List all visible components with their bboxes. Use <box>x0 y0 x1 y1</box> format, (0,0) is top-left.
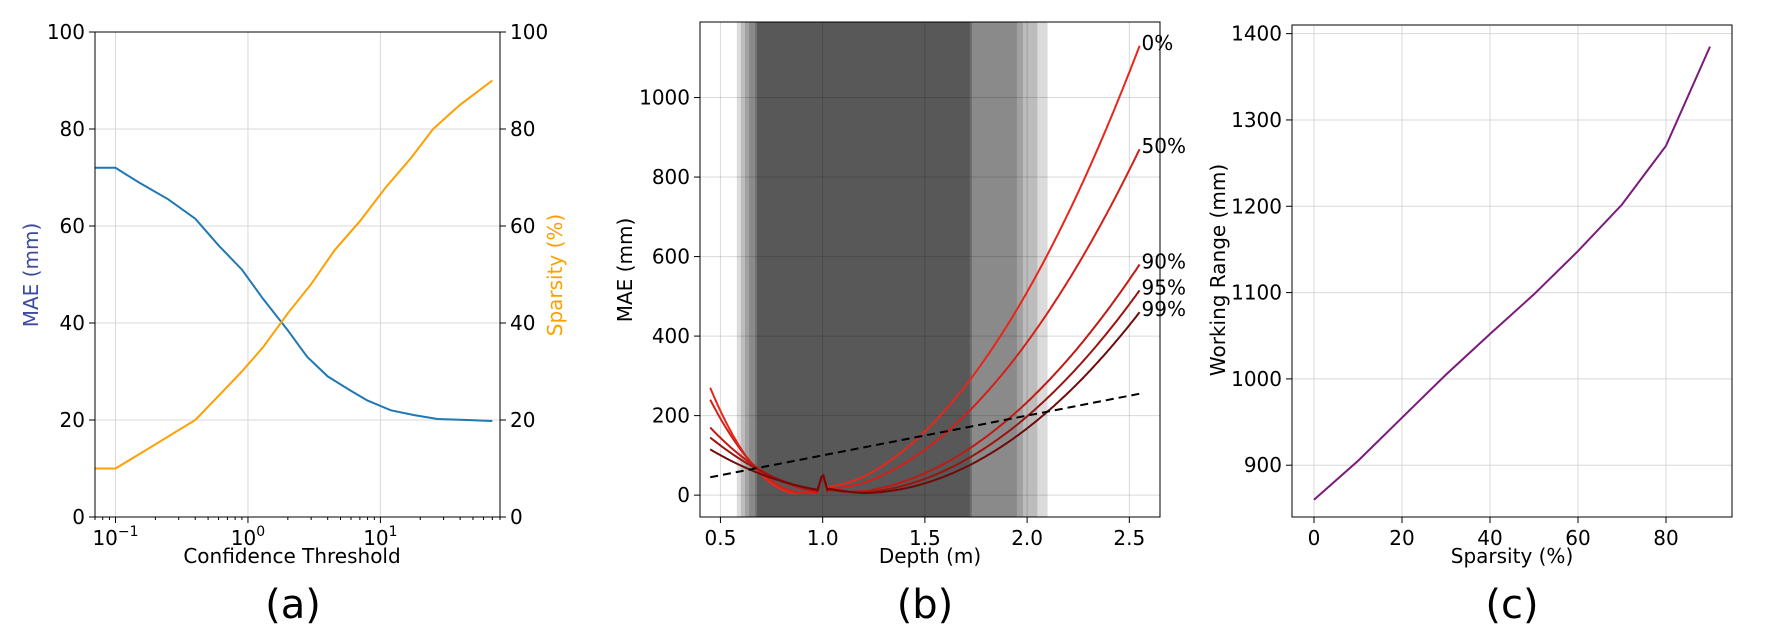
panel-a-x-tick-labels: 10−1 100 101 <box>92 524 397 550</box>
panel-b-curve-label: 50% <box>1142 134 1186 158</box>
panel-a-ytick-label-left: 60 <box>60 214 85 238</box>
panel-b-series-50pct <box>709 148 1141 495</box>
panel-c-ytick-label: 1100 <box>1231 281 1282 305</box>
panel-c-lines <box>1313 46 1711 501</box>
panel-c-ytick-label: 1300 <box>1231 108 1282 132</box>
panel-b-dashed-reference <box>710 392 1140 479</box>
panel-b-series-99pct <box>709 311 1141 495</box>
panel-b-ylabel: MAE (mm) <box>613 218 637 323</box>
panel-c-grid <box>1286 25 1732 523</box>
panel-a-ytick-label-right: 80 <box>510 117 535 141</box>
panel-b-label: (b) <box>897 582 954 628</box>
panel-b-confidence-band <box>749 22 1017 517</box>
panel-b-ytick-label: 1000 <box>639 86 690 110</box>
panel-a-ytick-label-left: 0 <box>72 505 85 529</box>
panel-b-xtick-label: 1.5 <box>909 526 941 550</box>
panel-a-xtick-label: 10−1 <box>92 524 138 550</box>
panel-a-ytick-label-left: 20 <box>60 408 85 432</box>
panel-a-lines <box>95 79 493 470</box>
panel-c-ylabel: Working Range (mm) <box>1206 164 1230 376</box>
panel-a-xtick-base: 10 <box>231 526 256 550</box>
panel-b-xtick-label: 2.0 <box>1011 526 1043 550</box>
panel-a-ytick-label-right: 0 <box>510 505 523 529</box>
panel-a-xtick-label: 100 <box>231 524 265 550</box>
panel-b-grid <box>694 22 1160 523</box>
panel-b-xtick-label: 0.5 <box>705 526 737 550</box>
panel-c-series-working-range <box>1313 46 1711 501</box>
panel-a-label: (a) <box>265 582 321 628</box>
panel-b-ytick-label: 400 <box>652 324 690 348</box>
panel-a-xtick-base: 10 <box>363 526 388 550</box>
panel-a-ytick-label-left: 80 <box>60 117 85 141</box>
panel-a-series-sparsity <box>95 79 493 470</box>
panel-a-series-mae <box>95 166 493 422</box>
panel-a-ytick-label-right: 40 <box>510 311 535 335</box>
panel-b-frame <box>699 21 1161 518</box>
panel-b-curve-label: 99% <box>1142 297 1186 321</box>
panel-b-curve-labels: 0% 50% 90%95%99% <box>1142 31 1186 321</box>
panel-b-confidence-band <box>755 22 972 517</box>
panel-b-shaded-bands <box>736 22 1048 517</box>
panel-b-lines <box>709 45 1141 495</box>
panel-b-ytick-label: 0 <box>677 483 690 507</box>
panel-c-xtick-label: 20 <box>1389 526 1414 550</box>
panel-a-xtick-exponent: 1 <box>389 524 398 540</box>
panel-a-ylabel-right: Sparsity (%) <box>543 214 567 337</box>
panel-b-ytick-label: 600 <box>652 245 690 269</box>
panel-b-ytick-label: 200 <box>652 404 690 428</box>
panel-c-frame <box>1291 24 1733 518</box>
panel-b-confidence-band <box>744 22 1024 517</box>
panel-b-curve-label: 95% <box>1142 275 1186 299</box>
panel-a-xlabel: Confidence Threshold <box>183 544 400 568</box>
panel-c-xtick-label: 0 <box>1308 526 1321 550</box>
panel-b-confidence-band <box>757 22 970 517</box>
panel-b-x-tick-labels: 0.5 1.0 1.5 2.0 2.5 <box>705 526 1146 550</box>
panel-c-xlabel: Sparsity (%) <box>1451 544 1574 568</box>
panel-a-xtick-exponent: −1 <box>118 524 139 540</box>
panel-b: 0 200 400 600 800 1000 0.5 1.0 1.5 2.0 2.5 0% 50% 9… <box>613 21 1186 628</box>
panel-b-y-tick-labels: 0 200 400 600 800 1000 <box>639 86 690 508</box>
panel-c-label: (c) <box>1485 582 1538 628</box>
panel-c-xtick-label: 60 <box>1565 526 1590 550</box>
panel-a-ytick-label-right: 20 <box>510 408 535 432</box>
panel-a-ylabel-left: MAE (mm) <box>19 223 43 328</box>
panel-c-xtick-label: 80 <box>1653 526 1678 550</box>
panel-a-right-tick-labels: 0 20 40 60 80 100 <box>510 20 548 529</box>
panel-a-xtick-label: 101 <box>363 524 397 550</box>
panel-b-curve-label: 90% <box>1142 250 1186 274</box>
panel-c-x-tick-labels: 0 20 40 60 80 <box>1308 526 1679 550</box>
panel-b-curve-label: 0% <box>1142 31 1174 55</box>
panel-c-ytick-label: 900 <box>1244 453 1282 477</box>
panel-b-confidence-band <box>736 22 1048 517</box>
panel-a-ytick-label-left: 40 <box>60 311 85 335</box>
panel-a-frame <box>94 31 501 518</box>
panel-c: 900 1000 1100 1200 1300 1400 0 20 40 60 80 Sparsi… <box>1206 22 1733 628</box>
panel-b-xtick-label: 1.0 <box>807 526 839 550</box>
panel-a-ytick-label-right: 60 <box>510 214 535 238</box>
panel-c-y-tick-labels: 900 1000 1100 1200 1300 1400 <box>1231 22 1282 478</box>
panel-a-grid <box>89 31 506 523</box>
panel-c-ytick-label: 1200 <box>1231 194 1282 218</box>
panel-b-series-0pct <box>709 45 1141 495</box>
panel-a-xtick-exponent: 0 <box>256 524 265 540</box>
panel-b-xlabel: Depth (m) <box>879 544 981 568</box>
panel-c-xtick-label: 40 <box>1477 526 1502 550</box>
panel-c-ytick-label: 1400 <box>1231 22 1282 46</box>
panel-a-left-tick-labels: 0 20 40 60 80 100 <box>47 20 85 529</box>
panel-a-ytick-label-right: 100 <box>510 20 548 44</box>
panel-c-ytick-label: 1000 <box>1231 367 1282 391</box>
panel-b-ytick-label: 800 <box>652 165 690 189</box>
panel-a-xtick-base: 10 <box>92 526 117 550</box>
panel-b-xtick-label: 2.5 <box>1113 526 1145 550</box>
panel-a-ytick-label-left: 100 <box>47 20 85 44</box>
